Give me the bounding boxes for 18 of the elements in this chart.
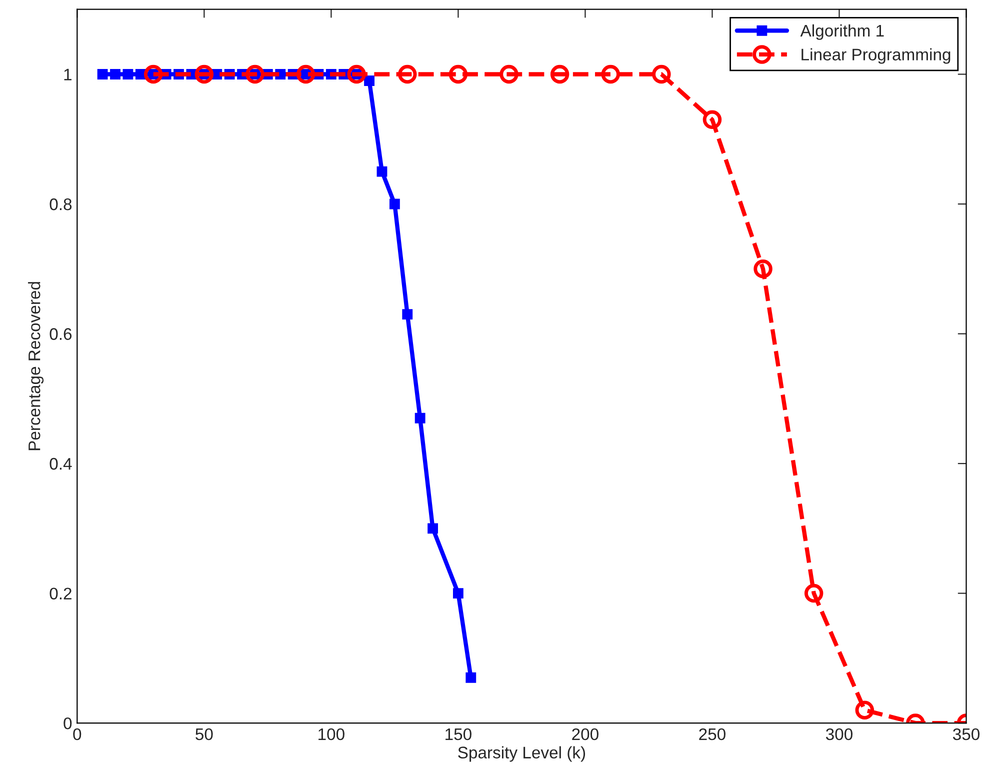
y-tick-label: 1 <box>64 68 72 80</box>
x-axis-title: Sparsity Level (k) <box>458 746 586 762</box>
legend-label: Linear Programming <box>802 48 950 64</box>
x-tick-label: 150 <box>446 728 472 740</box>
x-tick-label: 100 <box>318 728 344 740</box>
y-tick-label: 0 <box>64 717 72 730</box>
x-tick-label: 200 <box>572 728 598 740</box>
y-tick-label: 0.6 <box>50 328 72 340</box>
x-tick-label: 300 <box>826 728 852 740</box>
legend-label: Algorithm 1 <box>800 24 884 40</box>
x-tick-label: 250 <box>699 728 726 740</box>
y-tick-label: 0.2 <box>50 588 72 600</box>
x-tick-label: 0 <box>73 728 82 740</box>
y-tick-label: 0.4 <box>50 458 72 470</box>
y-axis-title: Percentage Recovered <box>28 282 44 450</box>
x-tick-label: 350 <box>952 728 980 740</box>
x-tick-label: 50 <box>196 728 213 740</box>
y-tick-label: 0.8 <box>50 198 72 210</box>
